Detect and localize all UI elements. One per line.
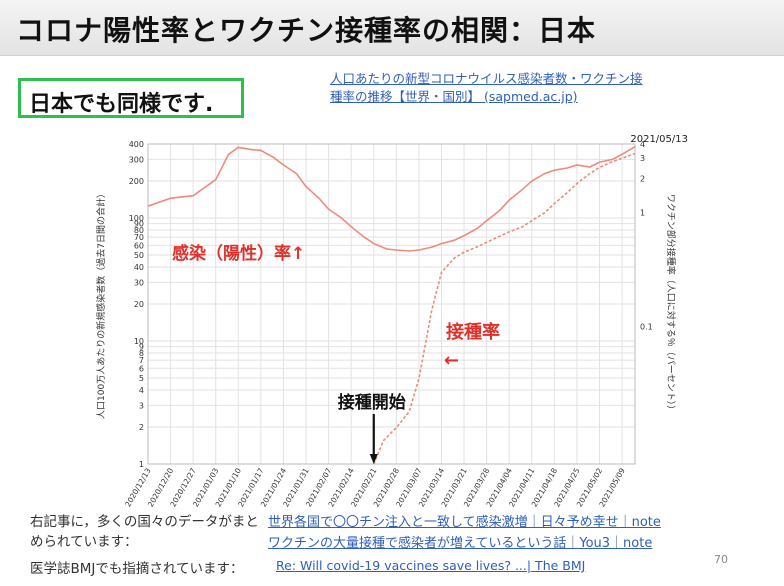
- y-left-axis-label: 人口100万人あたりの新規感染者数（過去7日間の合計）: [95, 189, 107, 419]
- callout-text: 日本でも同様です.: [29, 92, 214, 117]
- y-left-tick-label: 6: [139, 364, 144, 373]
- y-left-tick-label: 5: [139, 374, 144, 383]
- title-bar: コロナ陽性率とワクチン接種率の相関：日本: [0, 0, 784, 56]
- source-link[interactable]: 人口あたりの新型コロナウイルス感染者数・ワクチン接種率の推移【世界・国別】 (s…: [330, 71, 643, 104]
- y-left-tick-label: 1: [139, 460, 144, 469]
- y-left-tick-label: 3: [139, 401, 144, 410]
- y-right-tick-label: 0.1: [640, 323, 653, 332]
- y-right-tick-label: 4: [640, 140, 645, 149]
- y-left-tick-label: 2: [139, 423, 144, 432]
- y-right-tick-label: 2: [640, 174, 645, 183]
- article-link-1[interactable]: 世界各国で〇〇チン注入と一致して感染激増｜日々予め幸せ｜note: [268, 515, 661, 530]
- page-number: 70: [714, 553, 728, 566]
- y-left-tick-label: 80: [134, 226, 144, 235]
- y-right-tick-label: 1: [640, 209, 645, 218]
- y-left-tick-label: 7: [139, 356, 144, 365]
- y-left-tick-label: 4: [139, 386, 144, 395]
- y-left-tick-label: 200: [129, 177, 144, 186]
- infection-rate-annotation: 感染（陽性）率↑: [172, 243, 305, 264]
- bmj-link[interactable]: Re: Will covid-19 vaccines save lives? .…: [276, 558, 586, 573]
- y-left-tick-label: 90: [134, 220, 144, 229]
- y-left-tick-label: 8: [139, 349, 144, 358]
- y-right-axis-label: ワクチン部分接種率（人口に対する％（パーセント））: [665, 194, 677, 415]
- vaccination-arrow-annotation: ←: [444, 350, 459, 371]
- vaccination-rate-annotation: 接種率: [446, 321, 500, 343]
- y-left-tick-label: 70: [134, 233, 144, 242]
- vaccination-start-annotation: 接種開始: [338, 392, 406, 413]
- chart-date-label: 2021/05/13: [630, 134, 688, 145]
- y-left-tick-label: 30: [134, 278, 144, 287]
- y-right-tick-label: 3: [640, 154, 645, 163]
- y-left-tick-label: 9: [139, 343, 144, 352]
- y-left-tick-label: 10: [134, 337, 144, 346]
- y-left-tick-label: 400: [129, 140, 144, 149]
- vaccination-rate-line: [373, 152, 636, 465]
- y-left-tick-label: 40: [134, 263, 144, 272]
- article-link-2[interactable]: ワクチンの大量接種で感染者が増えているという話｜You3｜note: [268, 536, 653, 551]
- y-left-tick-label: 20: [134, 300, 144, 309]
- infection-rate-line: [147, 146, 636, 252]
- y-left-tick-label: 60: [134, 241, 144, 250]
- note-text-2: 医学誌BMJでも指摘されています：: [30, 561, 244, 577]
- plot-frame: [147, 143, 636, 465]
- slide-title: コロナ陽性率とワクチン接種率の相関：日本: [16, 14, 597, 47]
- y-left-tick-label: 300: [129, 155, 144, 164]
- callout-box: 日本でも同様です.: [18, 78, 244, 118]
- vaccination-start-arrow-head: [369, 454, 378, 464]
- y-left-tick-label: 50: [134, 251, 144, 260]
- y-left-tick-label: 100: [129, 214, 144, 223]
- note-text-1: 右記事に，多くの国々のデータがまとめられています：: [30, 514, 259, 550]
